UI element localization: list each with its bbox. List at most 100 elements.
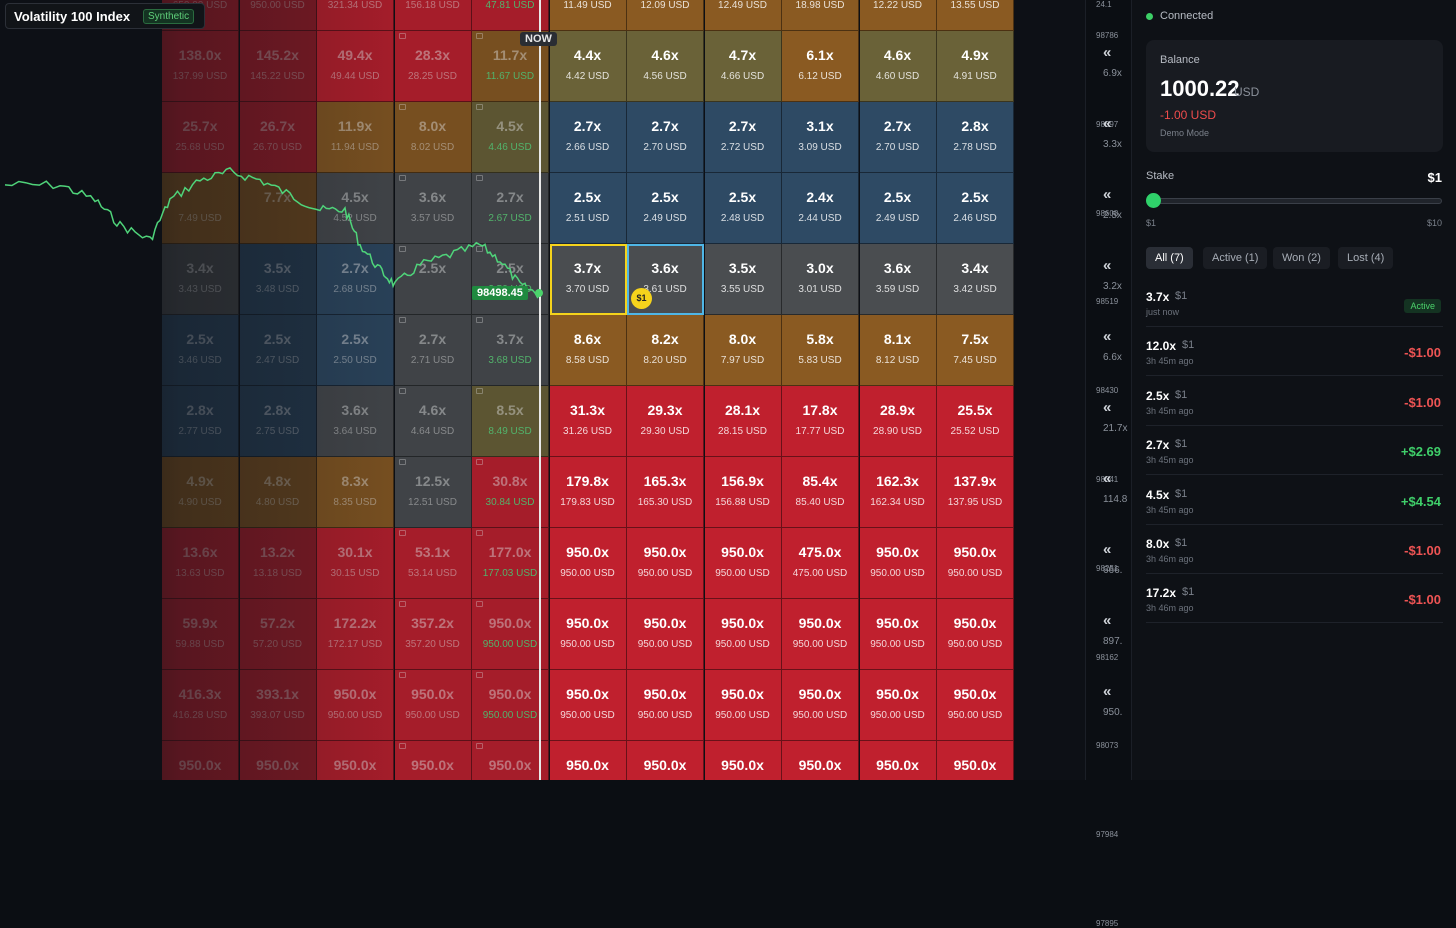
grid-cell[interactable]: 12.22 USD [859,0,937,31]
filter-tab[interactable]: Lost (4) [1338,247,1394,269]
grid-cell[interactable]: 31.3x 31.26 USD [549,386,627,457]
bet-row[interactable]: 12.0x $1 3h 45m ago -$1.00 [1146,327,1443,377]
grid-cell[interactable]: 950.0x 950.00 USD [937,599,1014,670]
grid-cell[interactable]: 18.98 USD [782,0,859,31]
grid-cell[interactable]: 3.6x 3.59 USD [859,244,937,315]
expand-chevron-icon[interactable]: « [1103,399,1112,416]
grid-cell[interactable]: 950.0x [859,741,937,780]
grid-cell[interactable]: 3.1x 3.09 USD [782,102,859,173]
grid-cell[interactable]: 2.8x 2.78 USD [937,102,1014,173]
grid-cell[interactable]: 4.4x 4.42 USD [549,31,627,102]
grid-cell[interactable]: 12.09 USD [627,0,704,31]
grid-cell[interactable]: 3.4x 3.42 USD [937,244,1014,315]
stake-slider-track[interactable] [1153,198,1442,204]
grid-cell[interactable]: 8.2x 8.20 USD [627,315,704,386]
grid-cell[interactable]: 950.0x 950.00 USD [704,599,782,670]
grid-cell[interactable]: 8.6x 8.58 USD [549,315,627,386]
expand-chevron-icon[interactable]: « [1103,186,1112,203]
expand-chevron-icon[interactable]: « [1103,683,1112,700]
expand-chevron-icon[interactable]: « [1103,44,1112,61]
grid-cell[interactable]: 950.0x 950.00 USD [937,528,1014,599]
grid-cell[interactable]: 5.8x 5.83 USD [782,315,859,386]
grid-cell[interactable]: 4.6x 4.60 USD [859,31,937,102]
grid-cell[interactable]: 25.5x 25.52 USD [937,386,1014,457]
bet-row[interactable]: 4.5x $1 3h 45m ago +$4.54 [1146,476,1443,525]
market-selector[interactable]: Volatility 100 Index Synthetic [5,3,205,29]
grid-cell[interactable]: 950.0x [549,741,627,780]
grid-cell[interactable]: 950.0x 950.00 USD [549,528,627,599]
expand-chevron-icon[interactable]: « [1103,612,1112,629]
grid-cell[interactable]: 28.9x 28.90 USD [859,386,937,457]
grid-cell[interactable]: 2.5x 2.49 USD [859,173,937,244]
filter-tab[interactable]: All (7) [1146,247,1193,269]
grid-cell[interactable]: 2.7x 2.70 USD [859,102,937,173]
grid-cell[interactable]: 28.1x 28.15 USD [704,386,782,457]
grid-cell[interactable]: 4.6x 4.56 USD [627,31,704,102]
bet-row[interactable]: 3.7x $1 just now Active [1146,278,1443,327]
grid-cell[interactable]: 950.0x [937,741,1014,780]
cell-multiplier: 29.3x [647,402,683,418]
grid-cell[interactable]: 137.9x 137.95 USD [937,457,1014,528]
grid-cell[interactable]: 3.6x 3.61 USD [627,244,704,315]
grid-cell[interactable]: 950.0x 950.00 USD [782,599,859,670]
grid-cell[interactable]: 179.8x 179.83 USD [549,457,627,528]
grid-cell[interactable]: 950.0x 950.00 USD [704,528,782,599]
expand-chevron-icon[interactable]: « [1103,470,1112,487]
grid-cell[interactable]: 950.0x [627,741,704,780]
grid-cell[interactable]: 8.1x 8.12 USD [859,315,937,386]
grid-cell[interactable]: 950.0x 950.00 USD [627,528,704,599]
grid-cell[interactable]: 950.0x [782,741,859,780]
grid-cell[interactable]: 7.5x 7.45 USD [937,315,1014,386]
grid-cell[interactable]: 2.5x 2.51 USD [549,173,627,244]
grid-cell[interactable]: 17.8x 17.77 USD [782,386,859,457]
grid-cell[interactable]: 2.7x 2.70 USD [627,102,704,173]
expand-chevron-icon[interactable]: « [1103,115,1112,132]
grid-cell[interactable]: 950.0x 950.00 USD [937,670,1014,741]
bet-row[interactable]: 17.2x $1 3h 46m ago -$1.00 [1146,574,1443,624]
grid-cell[interactable]: 85.4x 85.40 USD [782,457,859,528]
expand-chevron-icon[interactable]: « [1103,257,1112,274]
grid-cell[interactable]: 12.49 USD [704,0,782,31]
grid-cell[interactable]: 3.7x 3.70 USD [549,244,627,315]
grid-cell[interactable]: 2.7x 2.66 USD [549,102,627,173]
grid-cell[interactable]: 2.4x 2.44 USD [782,173,859,244]
grid-cell[interactable]: 3.0x 3.01 USD [782,244,859,315]
grid-cell[interactable]: 950.0x 950.00 USD [782,670,859,741]
grid-cell[interactable]: 4.7x 4.66 USD [704,31,782,102]
grid-cell[interactable]: 950.0x 950.00 USD [549,670,627,741]
grid-cell[interactable]: 2.5x 2.49 USD [627,173,704,244]
grid-cell[interactable]: 2.5x 2.48 USD [704,173,782,244]
grid-cell[interactable]: 13.55 USD [937,0,1014,31]
grid-cell[interactable]: 950.0x 950.00 USD [627,599,704,670]
grid-cell[interactable]: 156.9x 156.88 USD [704,457,782,528]
filter-tab[interactable]: Active (1) [1203,247,1268,269]
stake-slider-thumb[interactable] [1146,193,1161,208]
lock-icon [476,104,483,110]
grid-cell[interactable]: 950.0x 950.00 USD [549,599,627,670]
grid-cell[interactable]: 162.3x 162.34 USD [859,457,937,528]
grid-cell[interactable]: 950.0x 950.00 USD [704,670,782,741]
grid-cell[interactable]: 6.1x 6.12 USD [782,31,859,102]
grid-cell[interactable]: 950.0x 950.00 USD [859,599,937,670]
bet-row[interactable]: 8.0x $1 3h 46m ago -$1.00 [1146,525,1443,574]
expand-chevron-icon[interactable]: « [1103,541,1112,558]
bet-row[interactable]: 2.5x $1 3h 45m ago -$1.00 [1146,377,1443,426]
filter-tab[interactable]: Won (2) [1273,247,1330,269]
cell-multiplier: 85.4x [802,473,838,489]
grid-cell[interactable]: 2.7x 2.72 USD [704,102,782,173]
grid-cell[interactable]: 3.5x 3.55 USD [704,244,782,315]
grid-cell[interactable]: 29.3x 29.30 USD [627,386,704,457]
grid-cell[interactable]: 165.3x 165.30 USD [627,457,704,528]
grid-cell[interactable]: 4.9x 4.91 USD [937,31,1014,102]
grid-cell[interactable]: 950.0x 950.00 USD [627,670,704,741]
expand-chevron-icon[interactable]: « [1103,328,1112,345]
grid-cell[interactable]: 11.49 USD [549,0,627,31]
grid-cell[interactable]: 8.0x 7.97 USD [704,315,782,386]
grid-cell[interactable]: 950.0x 950.00 USD [859,528,937,599]
grid-cell[interactable]: 950.0x 950.00 USD [859,670,937,741]
grid-cell[interactable]: 2.5x 2.46 USD [937,173,1014,244]
bet-row[interactable]: 2.7x $1 3h 45m ago +$2.69 [1146,426,1443,476]
grid-cell[interactable]: 950.0x [704,741,782,780]
grid-cell[interactable]: 475.0x 475.00 USD [782,528,859,599]
cell-payout: 950.00 USD [947,639,1003,650]
